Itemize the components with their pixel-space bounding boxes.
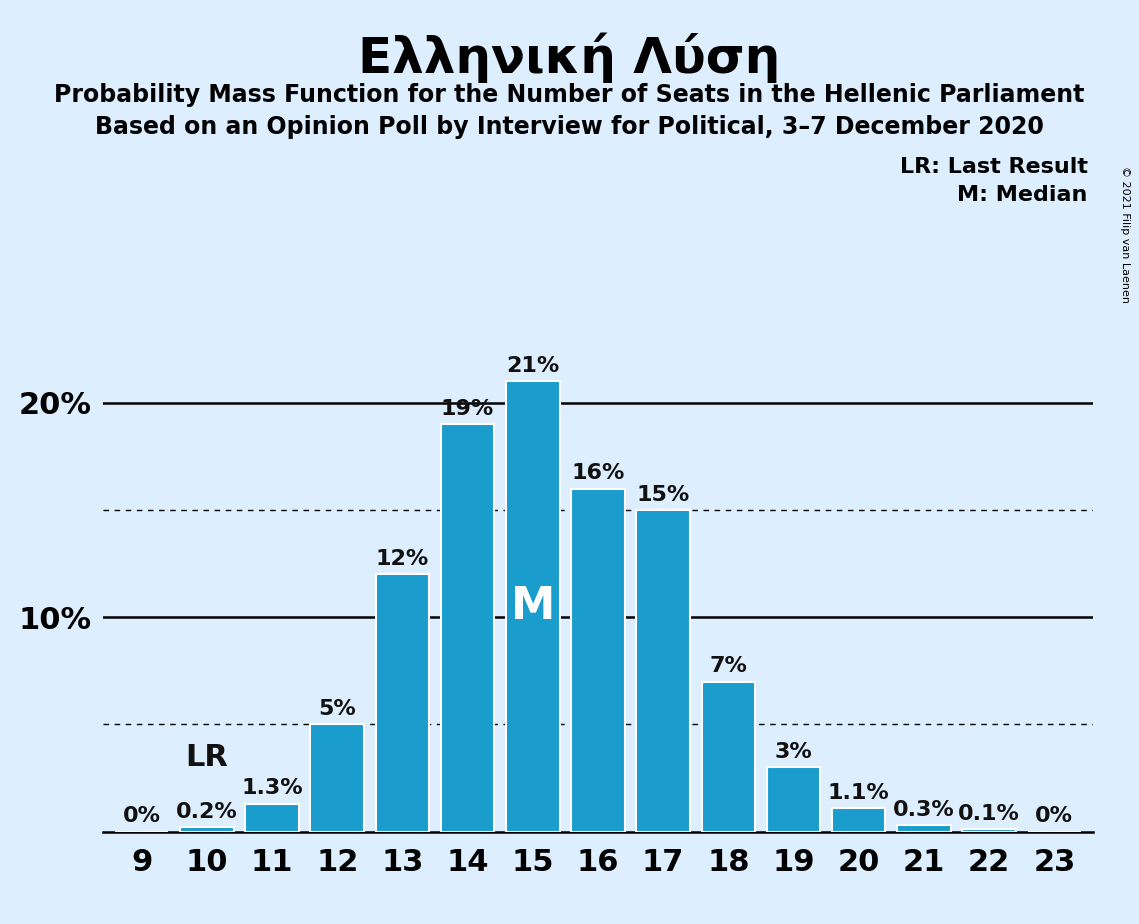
Text: Probability Mass Function for the Number of Seats in the Hellenic Parliament: Probability Mass Function for the Number… <box>55 83 1084 107</box>
Bar <box>376 575 429 832</box>
Text: 7%: 7% <box>710 656 747 676</box>
Text: LR: LR <box>186 743 228 772</box>
Text: 12%: 12% <box>376 549 429 569</box>
Bar <box>311 724 364 832</box>
Text: Ελληνική Λύση: Ελληνική Λύση <box>359 32 780 83</box>
Text: 3%: 3% <box>775 742 812 762</box>
Text: 19%: 19% <box>441 399 494 419</box>
Text: 0%: 0% <box>1035 807 1073 826</box>
Text: 1.3%: 1.3% <box>241 778 303 798</box>
Text: © 2021 Filip van Laenen: © 2021 Filip van Laenen <box>1120 166 1130 303</box>
Bar <box>572 489 624 832</box>
Text: 16%: 16% <box>572 463 624 483</box>
Bar <box>180 827 233 832</box>
Bar <box>441 424 494 832</box>
Text: 0.1%: 0.1% <box>958 804 1021 824</box>
Bar <box>702 682 755 832</box>
Text: M: M <box>510 585 555 628</box>
Text: 0.2%: 0.2% <box>175 802 238 822</box>
Text: M: Median: M: Median <box>958 185 1088 205</box>
Text: 21%: 21% <box>506 356 559 376</box>
Bar <box>637 510 690 832</box>
Text: LR: Last Result: LR: Last Result <box>900 157 1088 177</box>
Text: 1.1%: 1.1% <box>828 783 890 803</box>
Bar <box>962 830 1016 832</box>
Text: 5%: 5% <box>318 699 357 719</box>
Text: 15%: 15% <box>637 485 690 505</box>
Text: 0.3%: 0.3% <box>893 800 954 820</box>
Text: Based on an Opinion Poll by Interview for Political, 3–7 December 2020: Based on an Opinion Poll by Interview fo… <box>95 115 1044 139</box>
Bar <box>831 808 885 832</box>
Bar <box>506 382 559 832</box>
Bar <box>767 767 820 832</box>
Bar <box>898 825 951 832</box>
Text: 0%: 0% <box>123 807 161 826</box>
Bar <box>245 804 298 832</box>
